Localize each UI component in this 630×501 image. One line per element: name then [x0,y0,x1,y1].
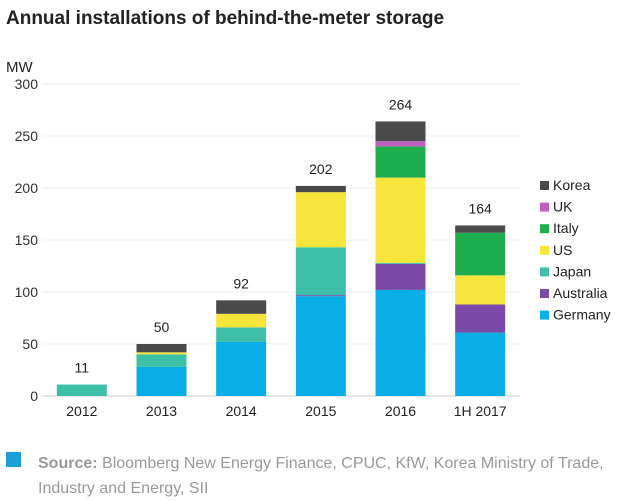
y-tick-label: 300 [15,76,39,92]
data-label-total: 202 [309,161,333,177]
legend-label: US [553,242,572,258]
y-tick-label: 250 [15,128,39,144]
bar-segment-japan [295,247,346,296]
legend-label: UK [553,199,573,215]
legend-swatch-uk [540,202,549,212]
legend-swatch-italy [540,224,549,234]
bar-segment-germany [295,296,346,396]
y-tick-label: 200 [15,180,39,196]
bar-segment-korea [455,225,506,233]
stacked-bar-chart: MW 0 50 100 150 200 250 300 11 2012 50 2013 92 2014 20… [6,59,611,419]
bar-segment-korea [136,344,187,353]
legend-label: Germany [553,307,611,323]
source-note: Source: Bloomberg New Energy Finance, CP… [38,451,623,501]
bar-segment-australia [375,263,426,290]
bar-segment-us [455,275,506,305]
legend-label: Italy [553,220,579,236]
legend-swatch-korea [540,181,549,190]
legend-swatch-australia [540,289,549,298]
bar-segment-us [216,313,267,328]
bar-segment-italy [455,232,506,276]
data-label-total: 164 [468,200,492,216]
x-tick-label: 2016 [385,403,416,419]
data-label-total: 92 [233,275,249,291]
bar-segment-australia [295,295,346,297]
bar-segment-germany [216,341,267,396]
legend-swatch-germany [540,310,549,320]
bar-segment-japan [216,327,267,342]
y-tick-label: 0 [30,388,38,404]
x-tick-label: 1H 2017 [454,403,507,419]
bar-segment-us [295,192,346,248]
source-label: Source: [38,455,98,472]
x-tick-label: 2013 [146,403,177,419]
bar-segment-italy [375,146,426,178]
y-tick-label: 100 [15,284,39,300]
bar-segment-japan [56,384,107,396]
legend-swatch-us [540,245,549,255]
data-label-total: 50 [154,319,170,335]
bar-segment-us [375,177,426,263]
chart-title: Annual installations of behind-the-meter… [6,8,445,29]
bar-segment-uk [375,141,426,147]
x-tick-label: 2012 [66,403,97,419]
x-tick-label: 2015 [305,403,336,419]
source-text: Bloomberg New Energy Finance, CPUC, KfW,… [38,455,604,497]
data-label-total: 11 [75,360,90,376]
legend-label: Japan [553,263,591,279]
bar-segment-germany [136,366,187,396]
legend-swatch-japan [540,267,549,277]
y-tick-label: 50 [22,336,38,352]
y-axis-label: MW [6,59,33,76]
bar-segment-germany [375,289,426,396]
bar-segment-korea [295,185,346,193]
legend-label: Korea [553,177,591,193]
bar-segment-australia [455,304,506,333]
x-tick-label: 2014 [226,403,257,419]
bar-segment-germany [455,332,506,396]
bar-segment-japan [375,262,426,264]
source-marker [6,452,21,467]
y-tick-label: 150 [15,232,39,248]
data-label-total: 264 [389,96,413,112]
bar-segment-us [136,352,187,355]
bar-segment-korea [216,300,267,314]
bar-segment-japan [136,354,187,367]
legend-label: Australia [553,285,608,301]
bar-segment-korea [375,121,426,142]
